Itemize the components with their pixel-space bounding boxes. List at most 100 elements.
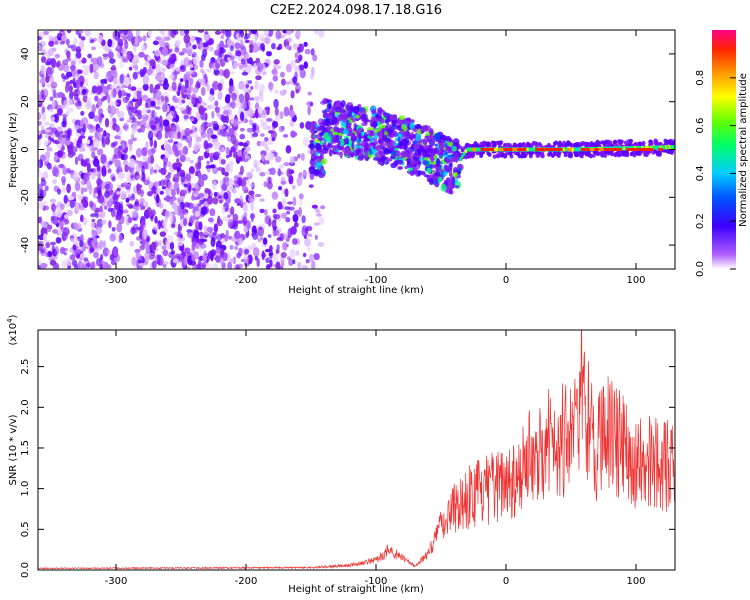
heatmap-cell <box>346 108 350 114</box>
heatmap-cell <box>278 164 284 170</box>
heatmap-cell <box>287 201 294 205</box>
heatmap-cell <box>126 31 133 37</box>
heatmap-cell <box>249 183 255 188</box>
heatmap-cell <box>75 202 80 213</box>
heatmap-cell <box>142 83 149 91</box>
heatmap-cell <box>133 89 138 100</box>
heatmap-cell <box>145 98 153 109</box>
heatmap-cell <box>346 119 350 123</box>
heatmap-cell <box>580 150 585 155</box>
heatmap-cell <box>486 141 491 146</box>
heatmap-cell <box>448 177 452 185</box>
heatmap-cell <box>300 152 305 161</box>
heatmap-cell <box>109 58 116 64</box>
heatmap-cell <box>174 145 179 151</box>
colorbar-tick-label: 0.0 <box>695 261 706 277</box>
heatmap-cell <box>464 154 469 160</box>
heatmap-cell <box>209 46 214 52</box>
heatmap-cell <box>597 146 601 151</box>
heatmap-cell <box>265 152 272 161</box>
heatmap-cell <box>407 153 415 160</box>
heatmap-cell <box>383 148 390 155</box>
heatmap-cell <box>75 30 80 36</box>
heatmap-cell <box>199 231 204 237</box>
heatmap-cell <box>120 190 126 199</box>
heatmap-cell <box>81 88 87 95</box>
heatmap-cell <box>308 184 314 188</box>
heatmap-cell <box>110 84 117 89</box>
heatmap-cell <box>417 160 422 165</box>
heatmap-cell <box>579 154 584 159</box>
heatmap-cell <box>261 153 265 163</box>
heatmap-cell <box>268 252 273 256</box>
heatmap-cell <box>116 222 123 233</box>
heatmap-cell <box>199 243 207 249</box>
heatmap-cell <box>318 30 325 38</box>
heatmap-cell <box>66 30 72 34</box>
heatmap-cell <box>118 214 125 225</box>
heatmap-cell <box>338 132 344 137</box>
heatmap-cell <box>89 63 94 74</box>
heatmap-cell <box>237 55 243 61</box>
heatmap-cell <box>55 236 62 244</box>
heatmap-cell <box>70 237 75 243</box>
heatmap-cell <box>38 159 41 170</box>
y-tick-label: 2.0 <box>20 399 31 415</box>
heatmap-cell <box>153 86 161 90</box>
heatmap-cell <box>219 258 225 265</box>
heatmap-cell <box>118 89 122 99</box>
heatmap-cell <box>164 131 169 139</box>
y-tick-label: 0.0 <box>20 562 31 578</box>
heatmap-cell <box>210 134 218 139</box>
heatmap-cell <box>292 196 297 207</box>
heatmap-cell <box>136 175 143 180</box>
heatmap-cell <box>218 47 225 55</box>
heatmap-cell <box>187 83 194 94</box>
heatmap-cell <box>479 147 482 152</box>
heatmap-cell <box>386 141 393 150</box>
heatmap-cell <box>72 171 80 181</box>
heatmap-cell <box>644 148 649 151</box>
heatmap-cell <box>132 137 137 142</box>
heatmap-cell <box>242 176 249 181</box>
x-tick-label: 0 <box>503 576 509 587</box>
heatmap-cell <box>227 261 233 269</box>
heatmap-cell <box>54 40 59 45</box>
heatmap-cell <box>191 126 197 133</box>
colorbar-ticks: 0.0 0.2 0.4 0.6 0.8 <box>695 70 736 277</box>
x-tick-label: -100 <box>365 275 388 286</box>
heatmap-cell <box>204 31 209 35</box>
heatmap-cell <box>161 47 169 57</box>
heatmap-cell <box>595 139 600 145</box>
heatmap-cell <box>239 111 245 121</box>
heatmap-cell <box>148 162 153 169</box>
heatmap-cell <box>198 172 202 180</box>
heatmap-cell <box>52 229 59 234</box>
heatmap-cell <box>40 129 47 135</box>
heatmap-cell <box>222 109 230 116</box>
heatmap-cell <box>118 203 124 213</box>
heatmap-cell <box>563 147 566 152</box>
heatmap-cell <box>64 83 70 93</box>
heatmap-cell <box>89 124 94 130</box>
heatmap-cell <box>41 49 47 56</box>
heatmap-cell <box>303 61 309 69</box>
heatmap-cell <box>307 91 312 96</box>
heatmap-cell <box>65 38 70 46</box>
heatmap-cell <box>287 227 293 239</box>
heatmap-cell <box>227 214 231 219</box>
heatmap-cell <box>482 140 487 146</box>
heatmap-cell <box>302 136 309 147</box>
y-tick-label: 1.5 <box>20 440 31 456</box>
heatmap-cell <box>161 245 167 250</box>
heatmap-cell <box>42 189 47 198</box>
heatmap-cell <box>554 151 559 157</box>
heatmap-cell <box>399 146 405 150</box>
heatmap-cell <box>364 149 369 158</box>
heatmap-cell <box>223 192 229 200</box>
heatmap-cell <box>117 110 125 119</box>
heatmap-cell <box>142 74 150 85</box>
heatmap-cell <box>56 188 62 195</box>
heatmap-cell <box>116 45 121 50</box>
